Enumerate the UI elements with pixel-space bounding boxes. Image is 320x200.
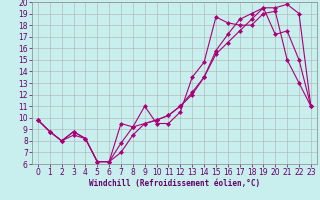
X-axis label: Windchill (Refroidissement éolien,°C): Windchill (Refroidissement éolien,°C) (89, 179, 260, 188)
